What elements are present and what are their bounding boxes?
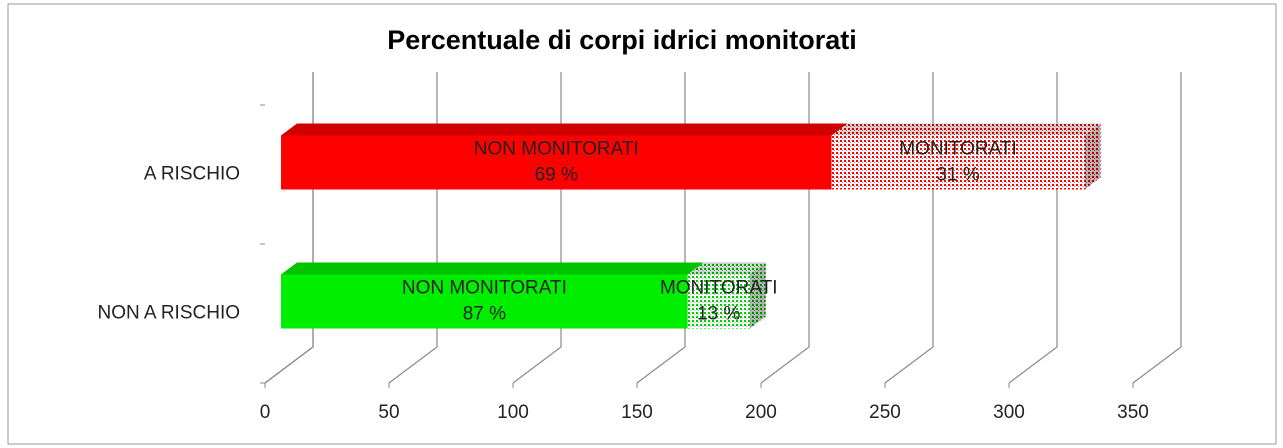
bar-face bbox=[1084, 123, 1101, 190]
x-tick-label: 200 bbox=[745, 402, 777, 423]
bar-segment bbox=[281, 123, 848, 190]
bar-face bbox=[281, 262, 704, 275]
x-tick-label: 0 bbox=[260, 402, 271, 423]
bar-face bbox=[831, 123, 1101, 136]
y-tick-label: A RISCHIO bbox=[144, 164, 240, 185]
data-label-name: NON MONITORATI bbox=[474, 139, 639, 160]
data-label: 87 % bbox=[463, 304, 506, 325]
data-label-name: MONITORATI bbox=[899, 139, 1017, 160]
bar-face bbox=[749, 262, 766, 329]
x-tick-label: 50 bbox=[378, 402, 399, 423]
x-tick-label: 250 bbox=[869, 402, 901, 423]
chart-border bbox=[7, 3, 1277, 445]
x-tick-label: 350 bbox=[1117, 402, 1149, 423]
x-tick-label: 100 bbox=[497, 402, 529, 423]
bar-face bbox=[281, 274, 688, 329]
bar-segment bbox=[831, 123, 1101, 190]
bar-face bbox=[1084, 123, 1101, 190]
bar-face bbox=[749, 262, 766, 329]
data-label-name: MONITORATI bbox=[660, 278, 778, 299]
bar-face bbox=[281, 123, 848, 136]
x-tick-label: 150 bbox=[621, 402, 653, 423]
bar-face bbox=[687, 262, 766, 275]
bar-face bbox=[831, 123, 1101, 136]
x-tick-label: 300 bbox=[993, 402, 1025, 423]
bar-segment bbox=[687, 262, 766, 329]
y-tick-label: NON A RISCHIO bbox=[97, 303, 240, 324]
bar-face bbox=[831, 135, 1085, 190]
bar-segment bbox=[281, 262, 704, 329]
data-label: 31 % bbox=[936, 165, 979, 186]
data-label-name: NON MONITORATI bbox=[402, 278, 567, 299]
bar-face bbox=[687, 262, 766, 275]
chart-title: Percentuale di corpi idrici monitorati bbox=[387, 25, 857, 55]
grid-line bbox=[1132, 72, 1182, 384]
bar-face bbox=[281, 123, 848, 136]
data-label: 69 % bbox=[535, 165, 578, 186]
bar-face bbox=[281, 262, 704, 275]
bar-face bbox=[281, 135, 832, 190]
data-label: 13 % bbox=[697, 304, 740, 325]
bar-face bbox=[687, 274, 750, 329]
